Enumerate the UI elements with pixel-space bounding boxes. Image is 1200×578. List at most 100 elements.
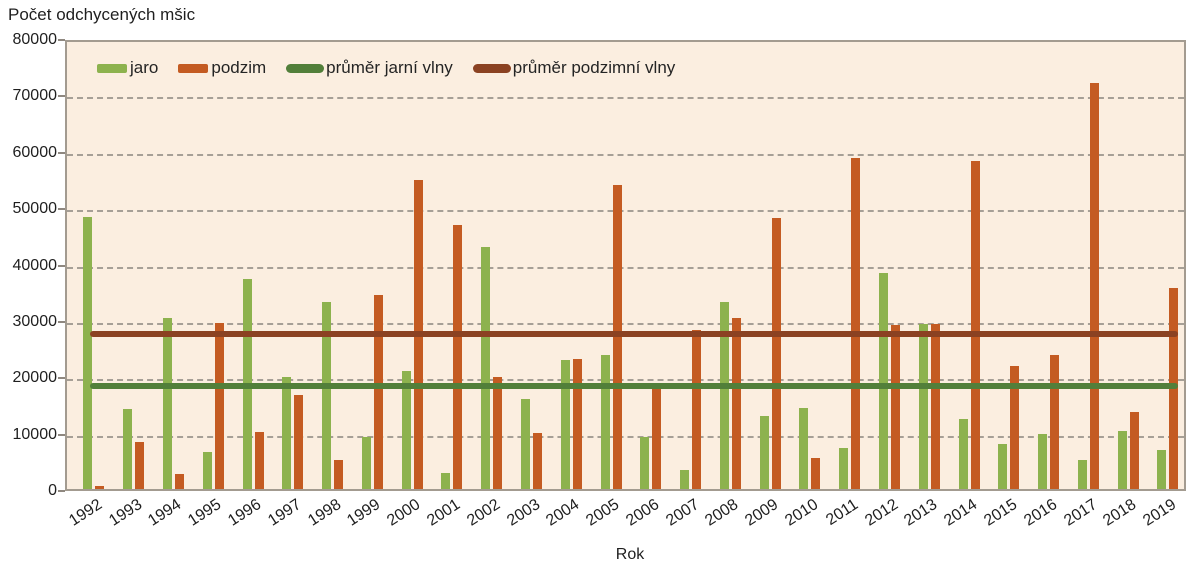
year-group-1992 bbox=[74, 42, 114, 489]
x-tick-label-2006: 2006 bbox=[623, 496, 663, 530]
bar-podzim-2009 bbox=[771, 218, 781, 489]
gridline-30000 bbox=[67, 322, 1184, 325]
bar-podzim-2014 bbox=[970, 160, 980, 489]
gridline-20000 bbox=[67, 379, 1184, 382]
bar-podzim-2015 bbox=[1010, 365, 1020, 489]
year-group-2015 bbox=[989, 42, 1029, 489]
bar-podzim-2004 bbox=[572, 358, 582, 489]
x-tick-label-2001: 2001 bbox=[424, 496, 464, 530]
avg-autumn-line-icon bbox=[472, 63, 511, 73]
x-axis-title: Rok bbox=[615, 546, 645, 563]
x-tick-label-1996: 1996 bbox=[225, 496, 265, 530]
bar-podzim-2006 bbox=[652, 383, 662, 489]
gridline-60000 bbox=[67, 153, 1184, 156]
y-tick-label-80000: 80000 bbox=[12, 31, 58, 48]
bar-podzim-1993 bbox=[135, 441, 145, 489]
bar-jaro-2006 bbox=[640, 436, 650, 489]
year-group-2000 bbox=[392, 42, 432, 489]
y-tick-mark bbox=[58, 208, 65, 211]
gridline-10000 bbox=[67, 435, 1184, 438]
bar-podzim-1996 bbox=[254, 431, 264, 489]
gridline-50000 bbox=[67, 210, 1184, 213]
y-tick-mark bbox=[58, 320, 65, 323]
bar-jaro-2009 bbox=[759, 415, 769, 489]
y-tick-mark bbox=[58, 151, 65, 154]
year-group-2006 bbox=[631, 42, 671, 489]
y-tick-label-60000: 60000 bbox=[12, 143, 58, 161]
x-tick-label-2019: 2019 bbox=[1140, 496, 1180, 530]
x-tick-label-2012: 2012 bbox=[861, 496, 901, 530]
bar-podzim-2001 bbox=[453, 224, 463, 489]
avg-spring-line-icon bbox=[286, 63, 325, 73]
bar-jaro-2004 bbox=[560, 360, 570, 489]
year-group-1999 bbox=[352, 42, 392, 489]
chart-title: Počet odchycených mšic bbox=[8, 5, 196, 24]
bar-podzim-1995 bbox=[214, 323, 224, 489]
bar-podzim-2017 bbox=[1089, 83, 1099, 489]
gridline-70000 bbox=[67, 97, 1184, 100]
year-group-1994 bbox=[154, 42, 194, 489]
year-group-2016 bbox=[1029, 42, 1069, 489]
bar-jaro-2010 bbox=[799, 408, 809, 489]
legend-label: průměr jarní vlny bbox=[326, 58, 453, 77]
year-group-2001 bbox=[432, 42, 472, 489]
x-tick-label-1999: 1999 bbox=[344, 496, 384, 530]
x-tick-label-2011: 2011 bbox=[822, 496, 862, 529]
y-tick-label-50000: 50000 bbox=[12, 200, 58, 218]
y-tick-mark bbox=[58, 490, 65, 492]
x-tick-label-1993: 1993 bbox=[105, 496, 145, 530]
x-tick-label-1995: 1995 bbox=[185, 496, 225, 530]
year-group-2017 bbox=[1069, 42, 1109, 489]
x-tick-label-2014: 2014 bbox=[941, 496, 981, 530]
bar-podzim-2002 bbox=[493, 377, 503, 489]
bar-podzim-2005 bbox=[612, 185, 622, 489]
x-tick-label-1992: 1992 bbox=[66, 496, 106, 530]
y-tick-mark bbox=[58, 433, 65, 436]
bar-jaro-2014 bbox=[958, 419, 968, 489]
bar-jaro-1999 bbox=[361, 436, 371, 489]
bar-podzim-2011 bbox=[851, 157, 861, 489]
bar-podzim-2008 bbox=[731, 318, 741, 489]
bar-jaro-1995 bbox=[202, 451, 212, 489]
bar-jaro-2007 bbox=[680, 469, 690, 489]
year-group-2018 bbox=[1108, 42, 1148, 489]
x-tick-label-2005: 2005 bbox=[583, 496, 623, 530]
bar-jaro-2005 bbox=[600, 355, 610, 489]
bar-jaro-2018 bbox=[1117, 430, 1127, 489]
bar-podzim-2012 bbox=[891, 324, 901, 489]
podzim-swatch-icon bbox=[178, 63, 209, 73]
x-tick-label-2013: 2013 bbox=[901, 496, 941, 530]
jaro-swatch-icon bbox=[97, 63, 127, 73]
y-tick-mark bbox=[58, 95, 65, 98]
year-group-1993 bbox=[114, 42, 154, 489]
legend-label: jaro bbox=[130, 58, 159, 77]
x-tick-label-2018: 2018 bbox=[1100, 496, 1140, 530]
x-tick-label-1998: 1998 bbox=[304, 496, 344, 530]
x-tick-label-2003: 2003 bbox=[503, 496, 543, 530]
legend-label: průměr podzimní vlny bbox=[512, 58, 676, 77]
bar-jaro-2003 bbox=[520, 399, 530, 489]
plot-area: jaro podzim průměr jarní vlny průměr pod… bbox=[65, 40, 1186, 491]
year-group-2008 bbox=[711, 42, 751, 489]
year-group-1997 bbox=[273, 42, 313, 489]
bar-jaro-2015 bbox=[998, 443, 1008, 489]
bar-jaro-1997 bbox=[282, 376, 292, 489]
bar-jaro-1998 bbox=[322, 302, 332, 489]
year-group-2003 bbox=[512, 42, 552, 489]
bar-jaro-1993 bbox=[123, 408, 133, 489]
avg-line-podzim bbox=[90, 331, 1178, 338]
bar-jaro-2002 bbox=[481, 246, 491, 489]
year-group-1998 bbox=[313, 42, 353, 489]
y-tick-label-40000: 40000 bbox=[12, 256, 58, 274]
x-tick-label-2007: 2007 bbox=[662, 496, 702, 530]
bar-podzim-2013 bbox=[930, 324, 940, 489]
bar-podzim-1998 bbox=[334, 460, 344, 489]
x-tick-label-2010: 2010 bbox=[782, 496, 822, 530]
bar-jaro-2012 bbox=[879, 272, 889, 489]
x-tick-label-2009: 2009 bbox=[742, 496, 782, 530]
bars-container bbox=[74, 42, 1188, 489]
y-tick-mark bbox=[58, 377, 65, 380]
bar-podzim-2018 bbox=[1129, 411, 1139, 489]
bar-jaro-2011 bbox=[839, 448, 849, 489]
